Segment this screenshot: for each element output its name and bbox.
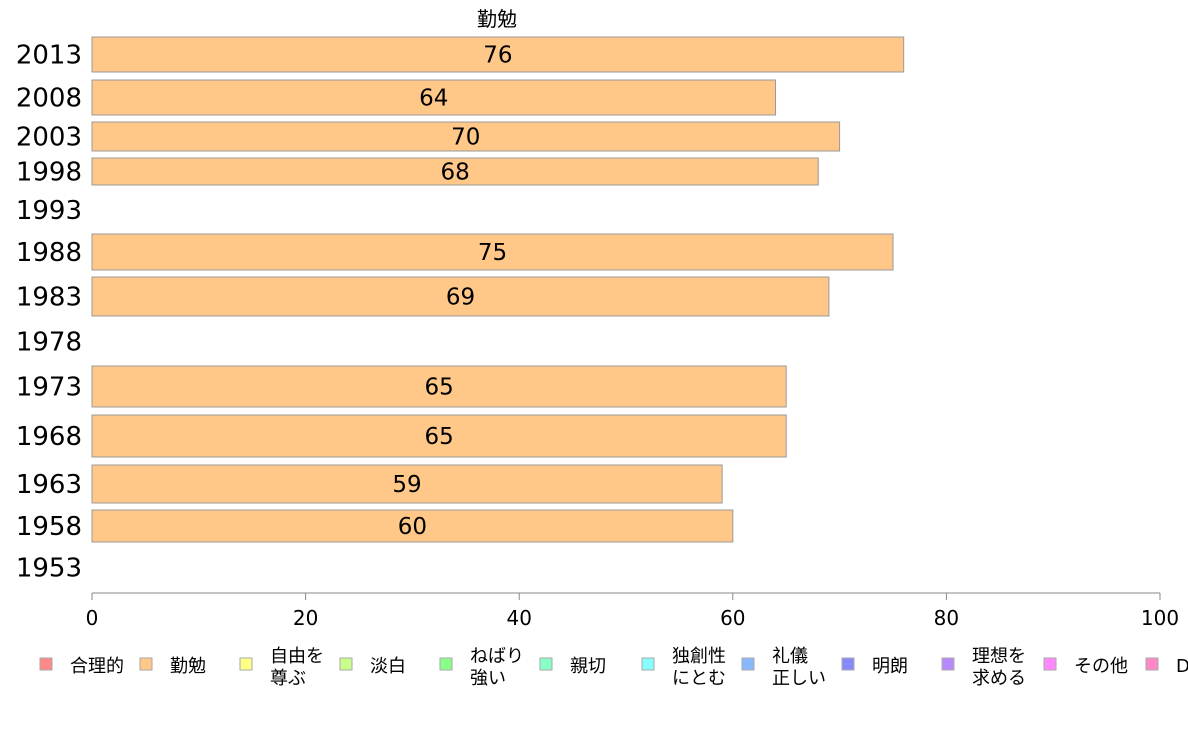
x-tick-label-0: 0 xyxy=(86,606,99,630)
data-label-1958: 60 xyxy=(398,514,427,540)
legend-label-9-0: 理想を xyxy=(972,646,1026,667)
legend-swatch-7 xyxy=(741,657,755,671)
bar-1973 xyxy=(91,365,787,408)
legend-label-4-0: ねばり xyxy=(470,646,524,667)
y-axis-labels: 2013 2008 2003 1998 1993 1988 1983 1978 1973 1968… xyxy=(16,41,82,584)
y-tick-label-1973: 1973 xyxy=(16,373,82,403)
legend-label-2-1: 尊ぶ xyxy=(270,668,306,689)
y-tick-label-1988: 1988 xyxy=(16,238,82,268)
legend-label-6-1: にとむ xyxy=(672,668,726,689)
data-label-1968: 65 xyxy=(424,424,453,450)
data-label-1983: 69 xyxy=(446,285,475,311)
legend-label-0-0: 合理的 xyxy=(70,656,124,677)
legend-label-8-0: 明朗 xyxy=(872,656,908,677)
bar-1958 xyxy=(91,509,734,543)
bar-1968 xyxy=(91,414,787,458)
x-tick-label-20: 20 xyxy=(293,606,318,630)
bar-2008 xyxy=(91,79,777,116)
y-tick-label-2003: 2003 xyxy=(16,123,82,153)
x-axis: 0 20 40 60 80 100 xyxy=(86,592,1179,630)
legend-swatch-0 xyxy=(39,657,53,671)
x-tick-label-100: 100 xyxy=(1141,606,1179,630)
legend-label-4-1: 強い xyxy=(470,668,506,689)
y-tick-label-1953: 1953 xyxy=(16,554,82,584)
data-label-2013: 76 xyxy=(483,43,512,69)
bar-2013 xyxy=(91,36,905,73)
y-tick-label-1998: 1998 xyxy=(16,158,82,188)
y-tick-label-2008: 2008 xyxy=(16,84,82,114)
x-tick-label-40: 40 xyxy=(506,606,531,630)
legend-label-5-0: 親切 xyxy=(570,656,606,677)
legend-swatch-10 xyxy=(1043,657,1057,671)
bar-1998 xyxy=(91,157,819,186)
bar-1983 xyxy=(91,276,830,317)
legend-swatch-11 xyxy=(1145,657,1159,671)
y-tick-label-1958: 1958 xyxy=(16,512,82,542)
data-label-2008: 64 xyxy=(419,86,448,112)
legend-label-11-0: D xyxy=(1176,656,1188,677)
legend-swatch-3 xyxy=(339,657,353,671)
data-label-1998: 68 xyxy=(440,160,469,186)
y-tick-label-1968: 1968 xyxy=(16,422,82,452)
data-label-1963: 59 xyxy=(392,472,421,498)
legend-label-10-0: その他 xyxy=(1074,656,1128,677)
legend-swatch-1 xyxy=(139,657,153,671)
y-tick-label-1978: 1978 xyxy=(16,328,82,358)
y-tick-label-1993: 1993 xyxy=(16,196,82,226)
data-label-2003: 70 xyxy=(451,125,480,151)
legend-label-1-0: 勤勉 xyxy=(170,656,206,677)
legend-label-3-0: 淡白 xyxy=(370,656,406,677)
legend-label-7-0: 礼儀 xyxy=(772,646,808,667)
y-tick-label-1983: 1983 xyxy=(16,283,82,313)
legend-label-7-1: 正しい xyxy=(772,668,826,689)
bar-1988 xyxy=(91,233,894,271)
legend-label-2-0: 自由を xyxy=(270,646,324,667)
legend-swatch-6 xyxy=(641,657,655,671)
x-tick-label-80: 80 xyxy=(934,606,959,630)
legend-label-9-1: 求める xyxy=(972,668,1026,689)
legend-swatch-4 xyxy=(439,657,453,671)
chart-title: 勤勉 xyxy=(477,7,517,31)
bar-1963 xyxy=(91,464,723,504)
legend-label-6-0: 独創性 xyxy=(672,646,726,667)
x-tick-label-60: 60 xyxy=(720,606,745,630)
y-tick-label-1963: 1963 xyxy=(16,470,82,500)
legend-swatch-8 xyxy=(841,657,855,671)
bar-2003 xyxy=(91,121,841,152)
legend-swatch-5 xyxy=(539,657,553,671)
legend-swatch-2 xyxy=(239,657,253,671)
legend-swatch-9 xyxy=(941,657,955,671)
data-label-1988: 75 xyxy=(478,240,507,266)
y-tick-label-2013: 2013 xyxy=(16,41,82,71)
data-label-1973: 65 xyxy=(424,375,453,401)
